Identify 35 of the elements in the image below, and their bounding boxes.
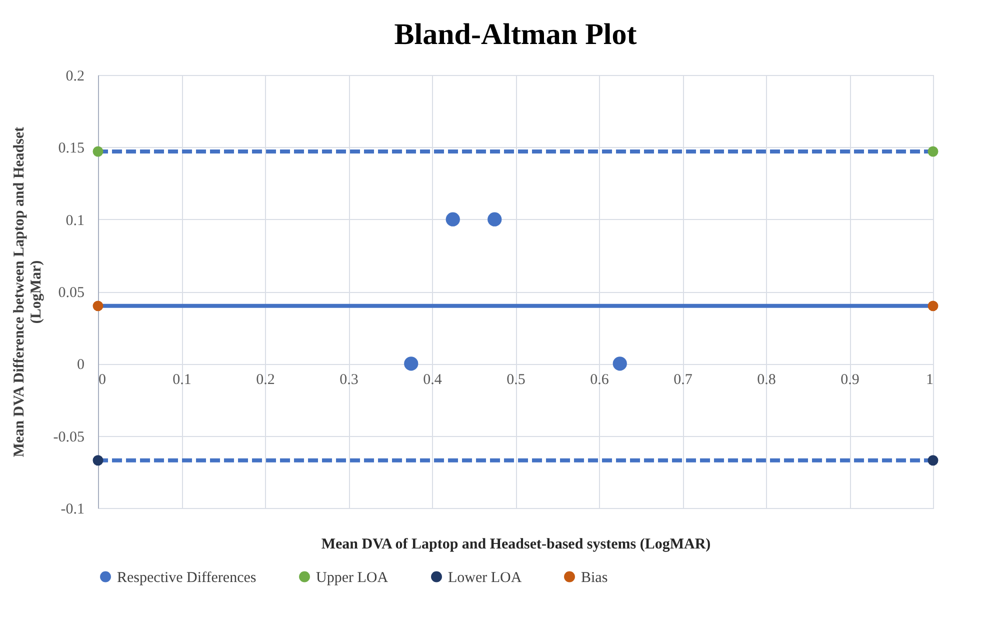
chart-title: Bland-Altman Plot [394,18,637,51]
point [928,455,938,466]
point [446,212,460,226]
legend-label: Bias [581,570,608,586]
x-tick-label: 0.5 [506,372,526,388]
y-tick-label: -0.1 [60,502,84,518]
x-tick-label: 0 [98,372,106,388]
point [928,146,938,157]
x-tick-label: 0.4 [423,372,442,388]
x-tick-label: 0.2 [256,372,275,388]
point [92,146,104,157]
x-tick-label: 0.6 [590,372,610,388]
y-tick-label: 0.2 [66,68,84,84]
y-tick-label: -0.05 [53,429,84,446]
x-tick-label: 0.1 [172,372,192,388]
y-axis-title: Mean DVA Difference between Laptop and Headset (LogMar) [11,126,44,458]
point [488,212,502,226]
y-tick-label: 0 [77,357,84,374]
point [928,300,938,312]
x-tick-label: 1 [926,372,934,388]
x-tick-label: 0.3 [340,372,358,388]
legend-label: Lower LOA [448,570,522,586]
point [612,356,627,371]
point [92,455,104,466]
legend-label: Respective Differences [117,570,256,586]
x-tick-label: 0.7 [674,372,693,388]
y-tick-label: 0.1 [66,212,84,229]
point [92,300,104,312]
point [404,356,418,371]
y-tick-label: 0.15 [58,140,84,157]
y-tick-label: 0.05 [58,285,84,301]
x-tick-label: 0.9 [840,372,860,388]
x-tick-label: 0.8 [757,372,776,388]
x-axis-title: Mean DVA of Laptop and Headset-based systems (LogMAR) [321,536,711,552]
legend-label: Upper LOA [316,570,388,586]
